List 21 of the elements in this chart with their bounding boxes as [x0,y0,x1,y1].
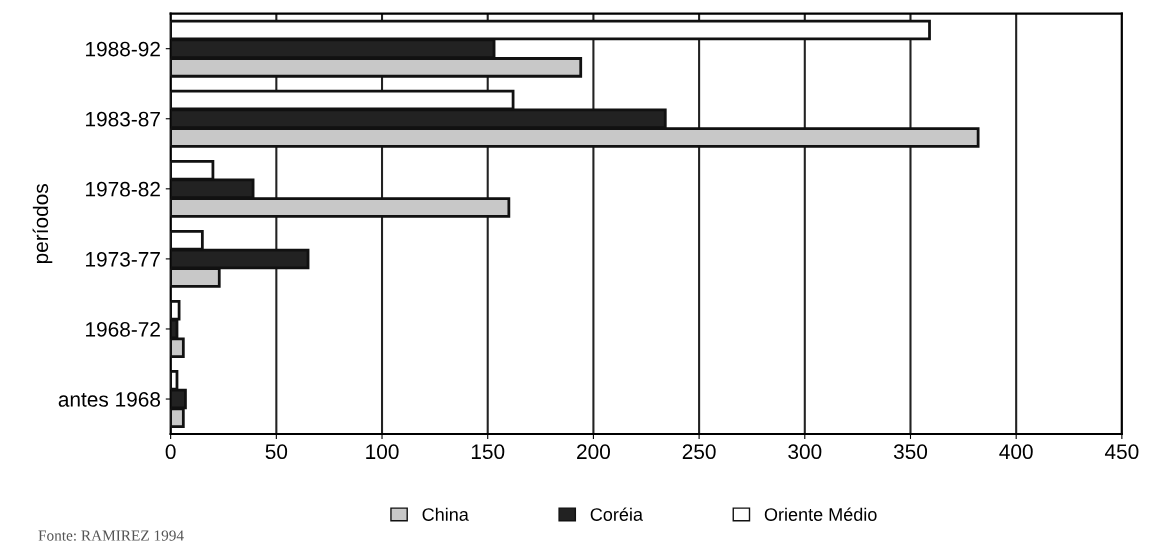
y-tick-label: 1983-87 [86,111,160,127]
legend-label: Coréia [590,507,643,521]
x-tick-label: 150 [471,444,505,460]
x-tick-label: 100 [366,444,399,460]
legend-label: China [422,507,469,521]
y-tick-label: antes 1968 [58,392,161,407]
y-tick-label: 1968-72 [86,321,160,337]
x-tick-label: 200 [577,444,610,460]
x-tick-label: 400 [999,444,1033,460]
y-tick-label: 1973-77 [86,251,160,267]
source-note: Fonte: RAMIREZ 1994 [38,530,184,541]
x-tick-label: 50 [265,444,288,460]
x-tick-label: 450 [1104,444,1139,460]
x-tick-label: 300 [788,444,822,460]
x-tick-label: 350 [893,444,928,460]
x-tick-label: 250 [682,444,716,460]
x-tick-label: 0 [165,444,176,460]
y-tick-label: 1988-92 [86,41,160,57]
legend-label: Oriente Médio [764,507,877,521]
y-tick-label: 1978-82 [86,181,160,197]
y-axis-title: períodos [32,184,53,264]
